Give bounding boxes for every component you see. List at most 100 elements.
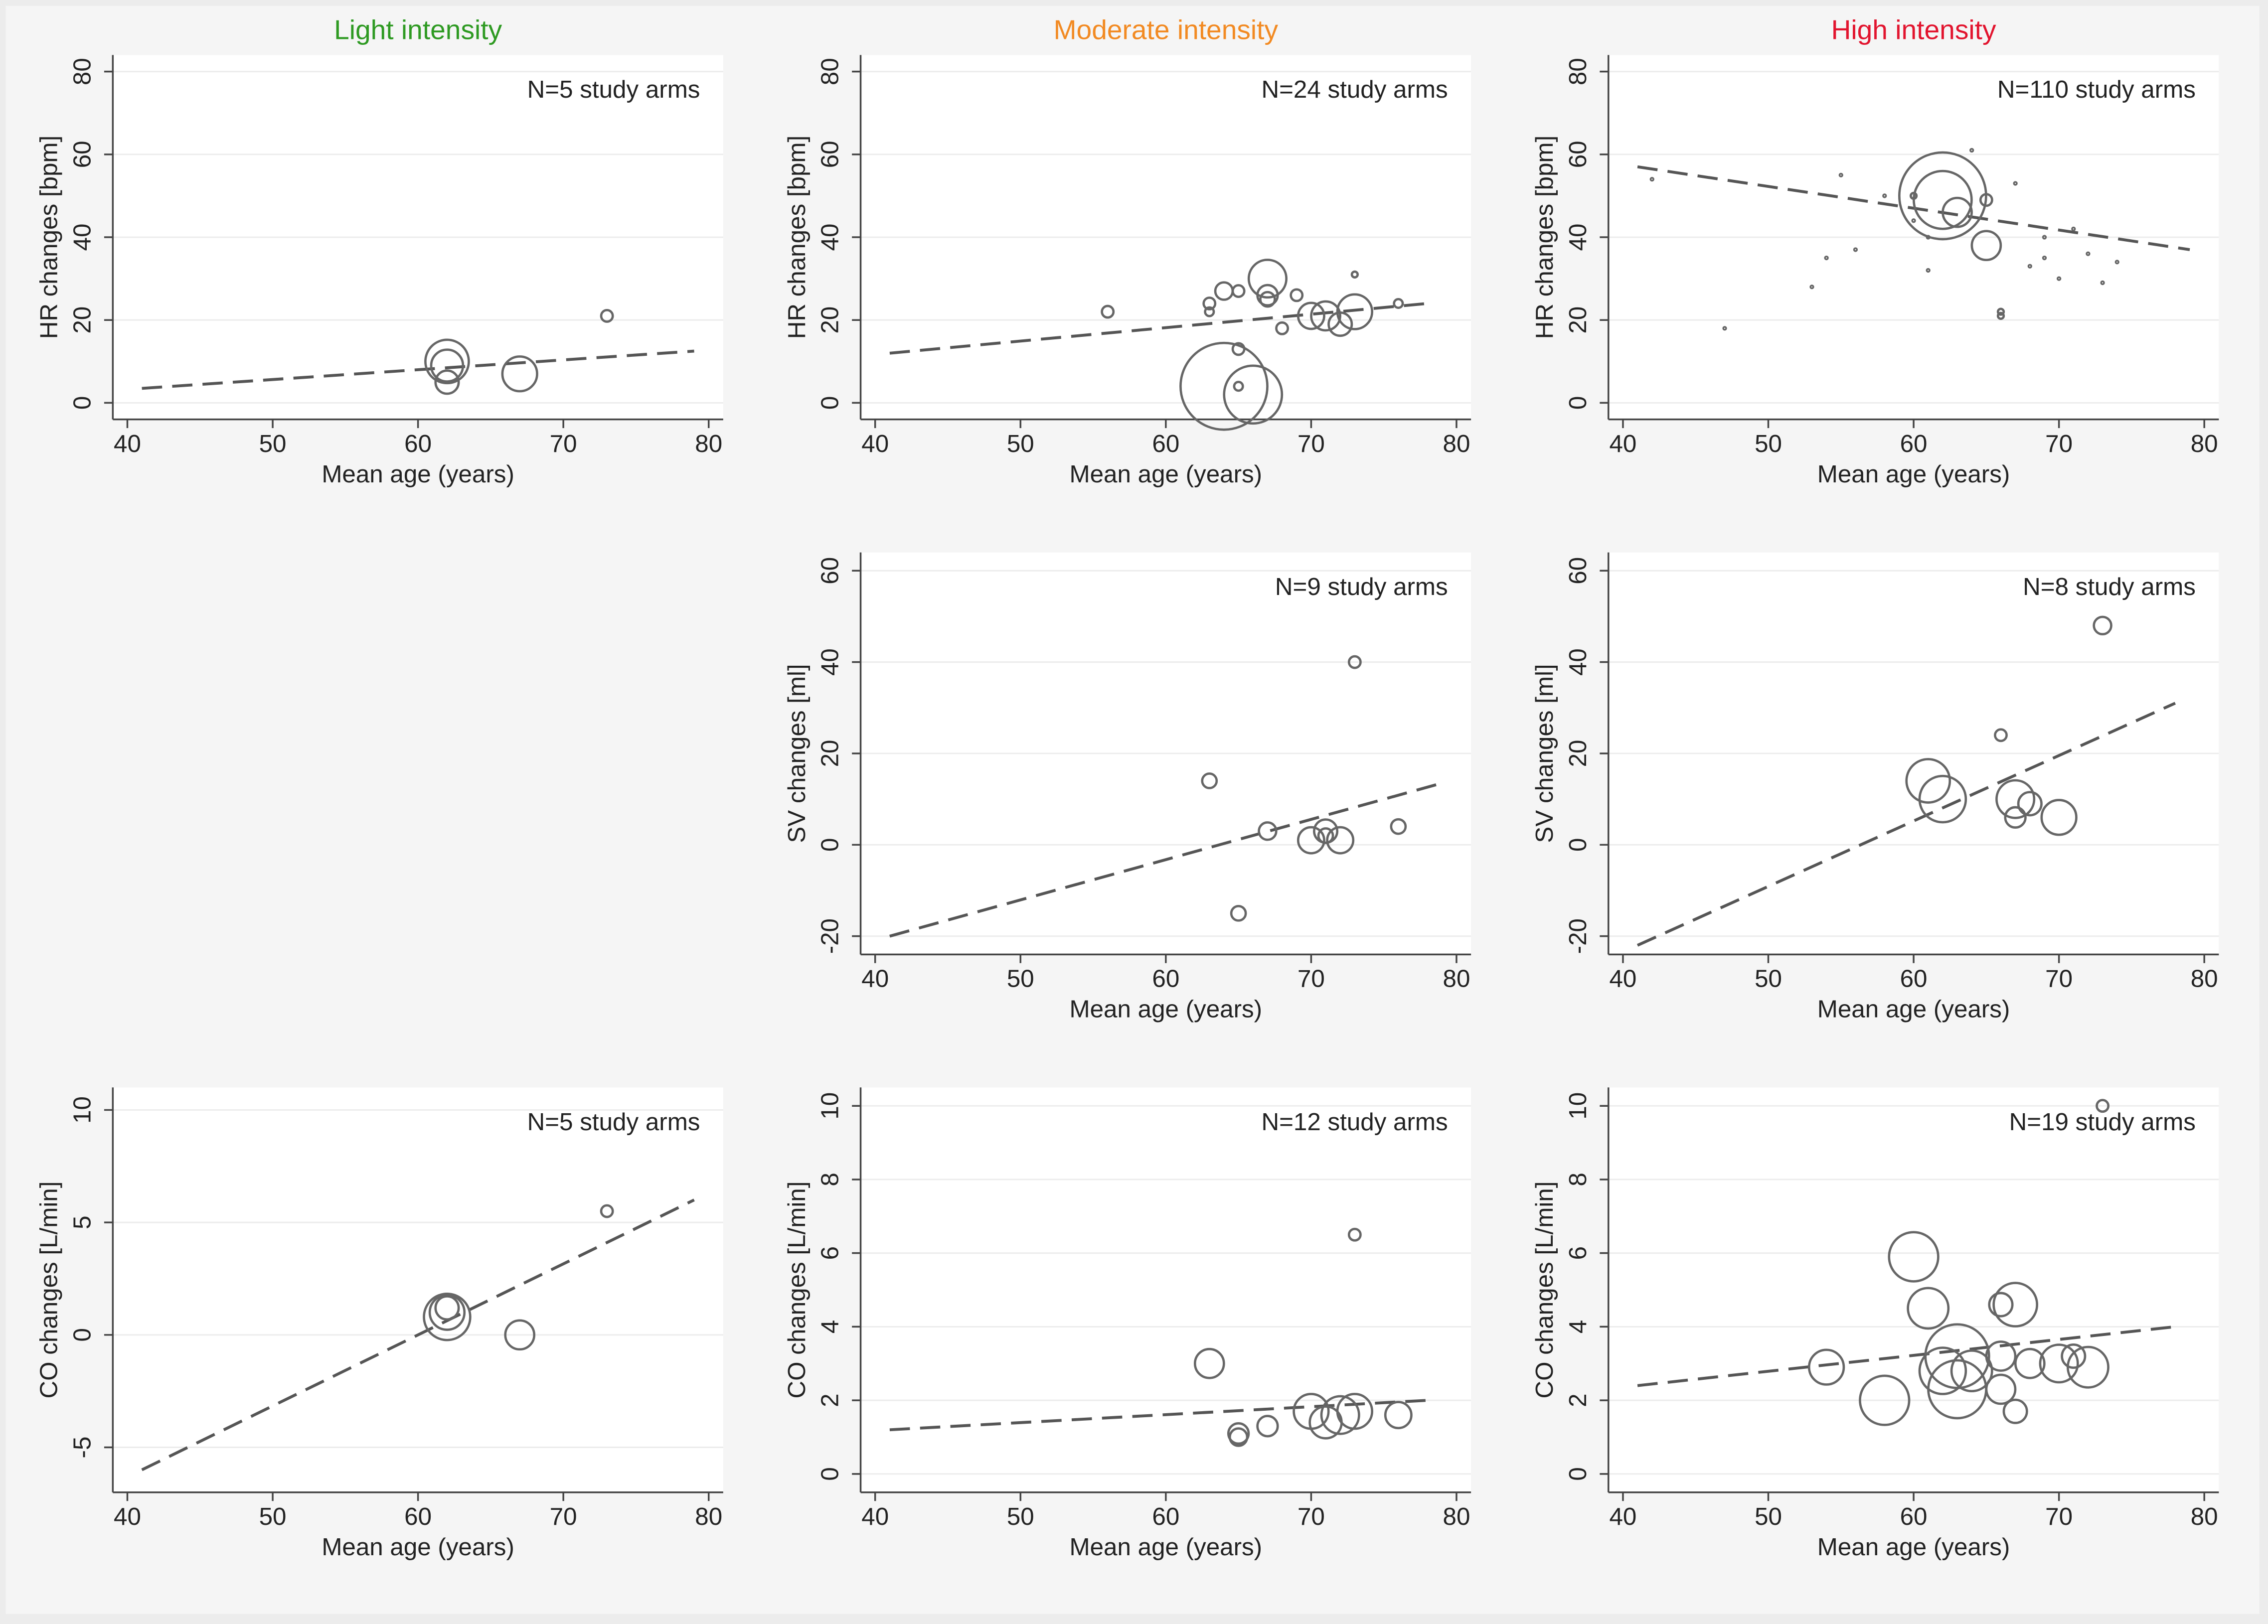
- x-tick-label: 60: [1900, 965, 1928, 993]
- annotation: N=9 study arms: [1275, 573, 1448, 600]
- bubble: [1256, 284, 1279, 307]
- x-axis-title: Mean age (years): [1817, 1533, 2010, 1561]
- x-tick-label: 70: [550, 430, 577, 457]
- y-tick-label: 0: [816, 838, 844, 852]
- bubble: [1101, 304, 1115, 319]
- bubble: [1926, 235, 1931, 240]
- x-tick-label: 60: [404, 1503, 432, 1530]
- bubble: [1259, 291, 1276, 308]
- x-tick-label: 40: [861, 430, 889, 457]
- y-tick-label: 8: [1564, 1173, 1592, 1186]
- fit-line: [889, 781, 1443, 938]
- bubble: [1231, 342, 1246, 356]
- x-tick-label: 40: [114, 1503, 141, 1530]
- bubble: [1913, 169, 1973, 230]
- bubble: [2066, 1345, 2109, 1389]
- bubble: [2014, 1347, 2046, 1379]
- x-tick-label: 80: [2191, 430, 2218, 457]
- y-tick-label: 10: [1564, 1092, 1592, 1120]
- bubble: [2096, 1099, 2110, 1113]
- y-tick-label: 20: [1564, 306, 1592, 334]
- bubble: [1326, 826, 1355, 855]
- x-tick-label: 40: [1610, 430, 1637, 457]
- y-tick-label: 40: [816, 224, 844, 251]
- x-tick-label: 80: [1443, 1503, 1470, 1530]
- x-tick-label: 80: [2191, 1503, 2218, 1530]
- x-tick-label: 60: [404, 430, 432, 457]
- x-tick-label: 70: [550, 1503, 577, 1530]
- x-tick-label: 50: [1755, 965, 1782, 993]
- bubble: [424, 338, 470, 385]
- y-axis-title: HR changes [bpm]: [1531, 136, 1558, 339]
- y-tick-label: 60: [816, 557, 844, 585]
- x-tick-label: 70: [2045, 430, 2073, 457]
- y-tick-label: 0: [1564, 396, 1592, 410]
- bubble: [1231, 284, 1246, 298]
- bubble: [1888, 1231, 1940, 1283]
- bubble: [1336, 1393, 1374, 1430]
- bubble: [1204, 306, 1215, 317]
- y-tick-label: 2: [816, 1393, 844, 1407]
- bubble: [501, 355, 538, 393]
- bubble: [1985, 1340, 2017, 1372]
- bubble: [1290, 288, 1304, 302]
- bubble: [2042, 235, 2047, 240]
- bubble: [1969, 148, 1974, 153]
- bubble: [600, 308, 614, 323]
- bubble: [1992, 1282, 2039, 1328]
- bubble: [2039, 1343, 2079, 1384]
- bubble: [1649, 177, 1654, 182]
- bubble: [1179, 341, 1269, 431]
- y-tick-label: 0: [68, 1328, 96, 1341]
- bubble: [1924, 1323, 1990, 1389]
- x-tick-label: 60: [1152, 430, 1179, 457]
- y-tick-label: 0: [1564, 1467, 1592, 1480]
- x-tick-label: 50: [1755, 430, 1782, 457]
- fit-line: [1636, 702, 2176, 947]
- x-tick-label: 60: [1900, 1503, 1928, 1530]
- bubble: [1258, 821, 1278, 841]
- bubble: [1296, 301, 1325, 330]
- annotation: N=24 study arms: [1261, 76, 1448, 103]
- plot-area: [1608, 1087, 2219, 1492]
- y-tick-label: 60: [816, 141, 844, 168]
- bubble: [1979, 193, 1993, 207]
- y-tick-label: 40: [1564, 224, 1592, 251]
- bubble: [1193, 1347, 1225, 1379]
- y-axis-title: CO changes [L/min]: [35, 1181, 63, 1399]
- bubble: [1995, 779, 2036, 819]
- bubble: [1918, 1346, 1967, 1395]
- x-axis-title: Mean age (years): [1817, 996, 2010, 1023]
- bubble: [2013, 181, 2018, 186]
- bubble: [1223, 364, 1284, 425]
- x-tick-label: 40: [861, 1503, 889, 1530]
- bubble: [428, 1294, 466, 1331]
- x-axis-title: Mean age (years): [1070, 1533, 1263, 1561]
- bubble: [2002, 1398, 2028, 1424]
- bubble: [1882, 193, 1887, 198]
- y-axis-title: HR changes [bpm]: [783, 136, 810, 339]
- bubble: [2114, 260, 2119, 265]
- y-tick-label: 60: [1564, 557, 1592, 585]
- x-tick-label: 50: [259, 1503, 287, 1530]
- x-tick-label: 80: [695, 430, 722, 457]
- bubble: [1256, 1415, 1279, 1438]
- y-tick-label: 2: [1564, 1393, 1592, 1407]
- y-tick-label: 80: [1564, 58, 1592, 85]
- bubble: [1807, 1348, 1845, 1386]
- x-tick-label: 40: [1610, 1503, 1637, 1530]
- bubble: [2017, 791, 2043, 817]
- x-tick-label: 80: [2191, 965, 2218, 993]
- annotation: N=110 study arms: [1997, 76, 2196, 103]
- bubble: [1347, 1227, 1362, 1242]
- bubble: [1393, 297, 1404, 309]
- bubble: [1327, 311, 1353, 337]
- y-tick-label: -20: [816, 918, 844, 954]
- annotation: N=5 study arms: [527, 76, 700, 103]
- bubble: [1996, 311, 2005, 320]
- annotation: N=12 study arms: [1261, 1108, 1448, 1136]
- column-title: Moderate intensity: [1054, 14, 1279, 45]
- x-tick-label: 60: [1152, 1503, 1179, 1530]
- column-title: Light intensity: [334, 14, 502, 45]
- y-tick-label: 4: [816, 1320, 844, 1333]
